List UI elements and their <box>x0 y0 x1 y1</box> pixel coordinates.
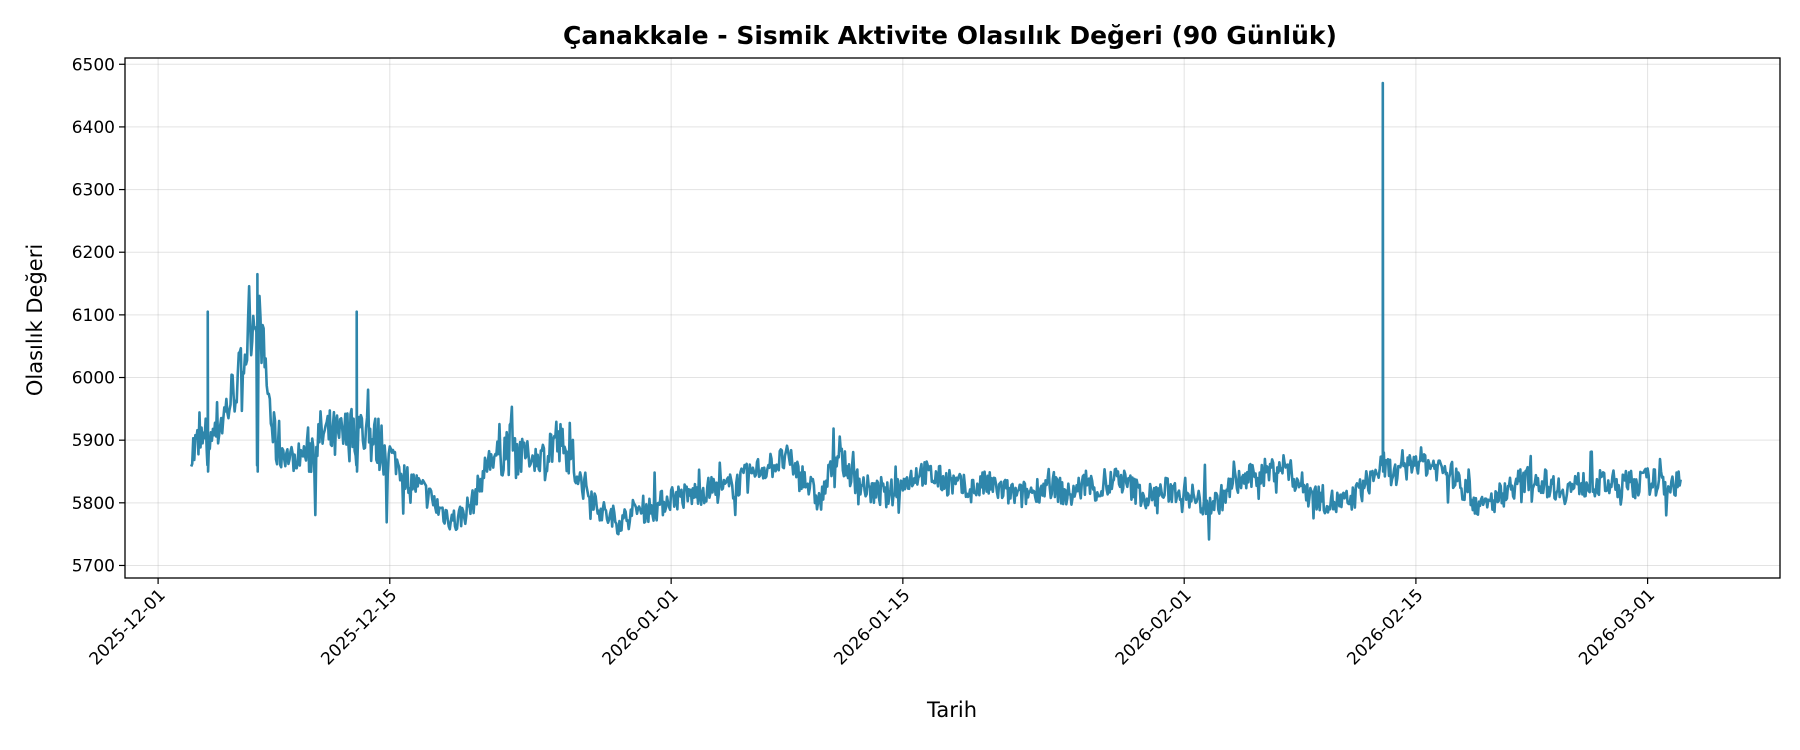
chart-title: Çanakkale - Sismik Aktivite Olasılık Değ… <box>563 21 1337 50</box>
x-axis-title: Tarih <box>926 698 977 722</box>
y-tick-label: 6000 <box>72 369 115 389</box>
y-axis: 5700 5800 5900 6000 6100 6200 6300 6400 6500 <box>72 55 125 576</box>
y-tick-label: 6100 <box>72 306 115 326</box>
series-line <box>189 81 1682 541</box>
y-tick-label: 5800 <box>72 494 115 514</box>
y-axis-title: Olasılık Değeri <box>23 244 47 396</box>
y-tick-label: 5900 <box>72 431 115 451</box>
grid-layer <box>125 58 1780 578</box>
y-tick-label: 6200 <box>72 243 115 263</box>
y-tick-label: 5700 <box>72 556 115 576</box>
y-tick-label: 6500 <box>72 55 115 75</box>
y-tick-label: 6400 <box>72 118 115 138</box>
plot-frame <box>124 57 1781 579</box>
y-tick-label: 6300 <box>72 181 115 201</box>
series-layer <box>189 81 1682 541</box>
